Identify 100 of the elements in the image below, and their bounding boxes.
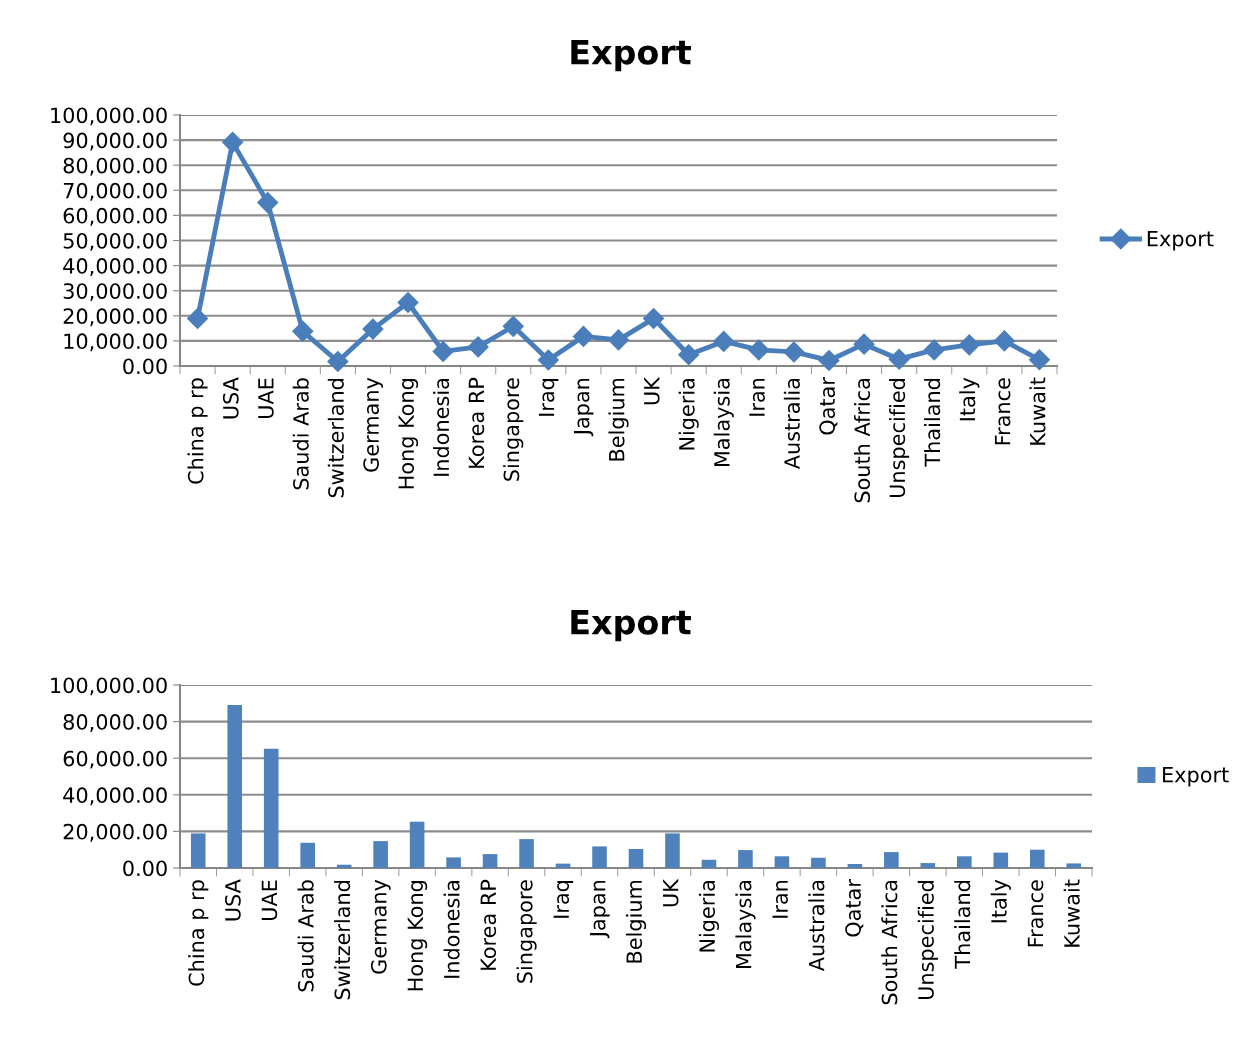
x-tick-label: China p rp [188,880,209,986]
bar [811,857,826,868]
y-tick-label: 60,000.00 [63,207,167,226]
bar [409,821,425,868]
x-tick-label: China p rp [187,378,208,484]
x-tick-label: Iraq [538,379,559,416]
x-tick-label: Singapore [503,378,524,481]
y-tick-label: 20,000.00 [63,823,167,842]
bar [774,856,790,868]
x-tick-label: Hong Kong [407,881,428,991]
bar [665,833,680,868]
x-tick-label: Saudi Arab [292,378,309,490]
bar [592,846,607,868]
point [502,315,524,337]
y-tick-label: 40,000.00 [63,258,167,276]
bar [446,857,461,868]
y-tick-label: 80,000.00 [63,714,167,732]
point [537,349,559,371]
bar [263,748,279,868]
bar [190,833,206,868]
x-tick-label: UK [644,376,660,405]
point [958,334,980,356]
point [572,325,594,347]
y-tick-label: 10,000.00 [64,333,167,352]
x-tick-label: Unspecified [917,881,938,1000]
x-tick-label: Switzerland [327,379,344,498]
point [713,330,735,352]
chart-title: Export [571,39,691,72]
x-tick-label: Unspecified [889,379,910,498]
x-tick-label: Switzerland [334,881,351,1000]
x-tick-label: Italy [959,377,980,421]
point [257,192,279,214]
legend-label: Export [1147,231,1214,251]
x-tick-label: France [994,378,1011,445]
x-tick-label: USA [222,377,239,419]
x-tick-label: France [1027,880,1044,947]
x-tick-label: Japan [573,378,594,437]
bar [227,704,243,868]
x-tick-label: Indonesia [443,881,460,978]
point [1028,349,1050,371]
x-tick-label: Kuwait [1063,879,1080,947]
point [292,320,314,342]
legend-label: Export [1163,767,1229,787]
chart-title: Export [571,609,691,642]
x-tick-label: Italy [990,879,1011,923]
bar [519,839,534,868]
y-tick-label: 0.00 [123,860,167,877]
x-tick-label: Malaysia [713,379,734,467]
x-tick-label: Malaysia [735,881,756,969]
x-tick-label: UK [663,878,679,907]
x-tick-label: Japan [590,880,610,939]
x-tick-label: Korea RP [468,377,485,468]
point [818,349,840,371]
x-tick-label: Iran [772,880,788,918]
bar [373,841,388,868]
x-tick-label: Australia [808,881,825,972]
x-tick-label: Hong Kong [398,379,419,489]
point [467,336,489,358]
x-tick-label: UAE [258,378,274,418]
point [678,344,700,366]
point [748,339,770,361]
bar [738,850,753,868]
bar [847,863,863,868]
bar [482,854,498,868]
x-tick-label: Germany [363,377,384,472]
point [853,333,875,355]
bar [628,848,644,868]
x-tick-label: Indonesia [433,379,450,476]
y-tick-label: 0.00 [123,358,167,375]
point [187,308,209,330]
bar [957,856,972,868]
point [923,339,945,361]
y-tick-label: 80,000.00 [63,157,167,176]
y-tick-label: 60,000.00 [63,750,167,769]
x-tick-label: Qatar [819,377,838,435]
bar [884,852,899,868]
bar [993,852,1009,868]
bar [1066,863,1082,868]
x-tick-label: Germany [370,879,391,974]
bar [1029,849,1045,868]
point [432,340,454,362]
point [362,318,384,340]
y-tick-label: 100,000.00 [51,677,167,696]
x-tick-label: Belgium [625,880,647,963]
x-tick-label: Nigeria [698,881,720,952]
x-tick-label: Iraq [553,881,574,918]
bar [300,842,315,868]
y-tick-label: 30,000.00 [63,283,167,302]
x-tick-label: Australia [783,379,800,470]
y-tick-label: 70,000.00 [63,182,167,201]
point [327,350,349,372]
x-tick-label: Thailand [924,379,941,467]
y-tick-label: 90,000.00 [63,132,167,151]
y-tick-label: 50,000.00 [63,232,167,251]
x-tick-label: Nigeria [678,379,699,450]
point [607,329,630,351]
y-tick-label: 20,000.00 [63,308,167,327]
point [783,341,805,363]
x-tick-label: Saudi Arab [297,880,314,992]
point [397,291,419,314]
